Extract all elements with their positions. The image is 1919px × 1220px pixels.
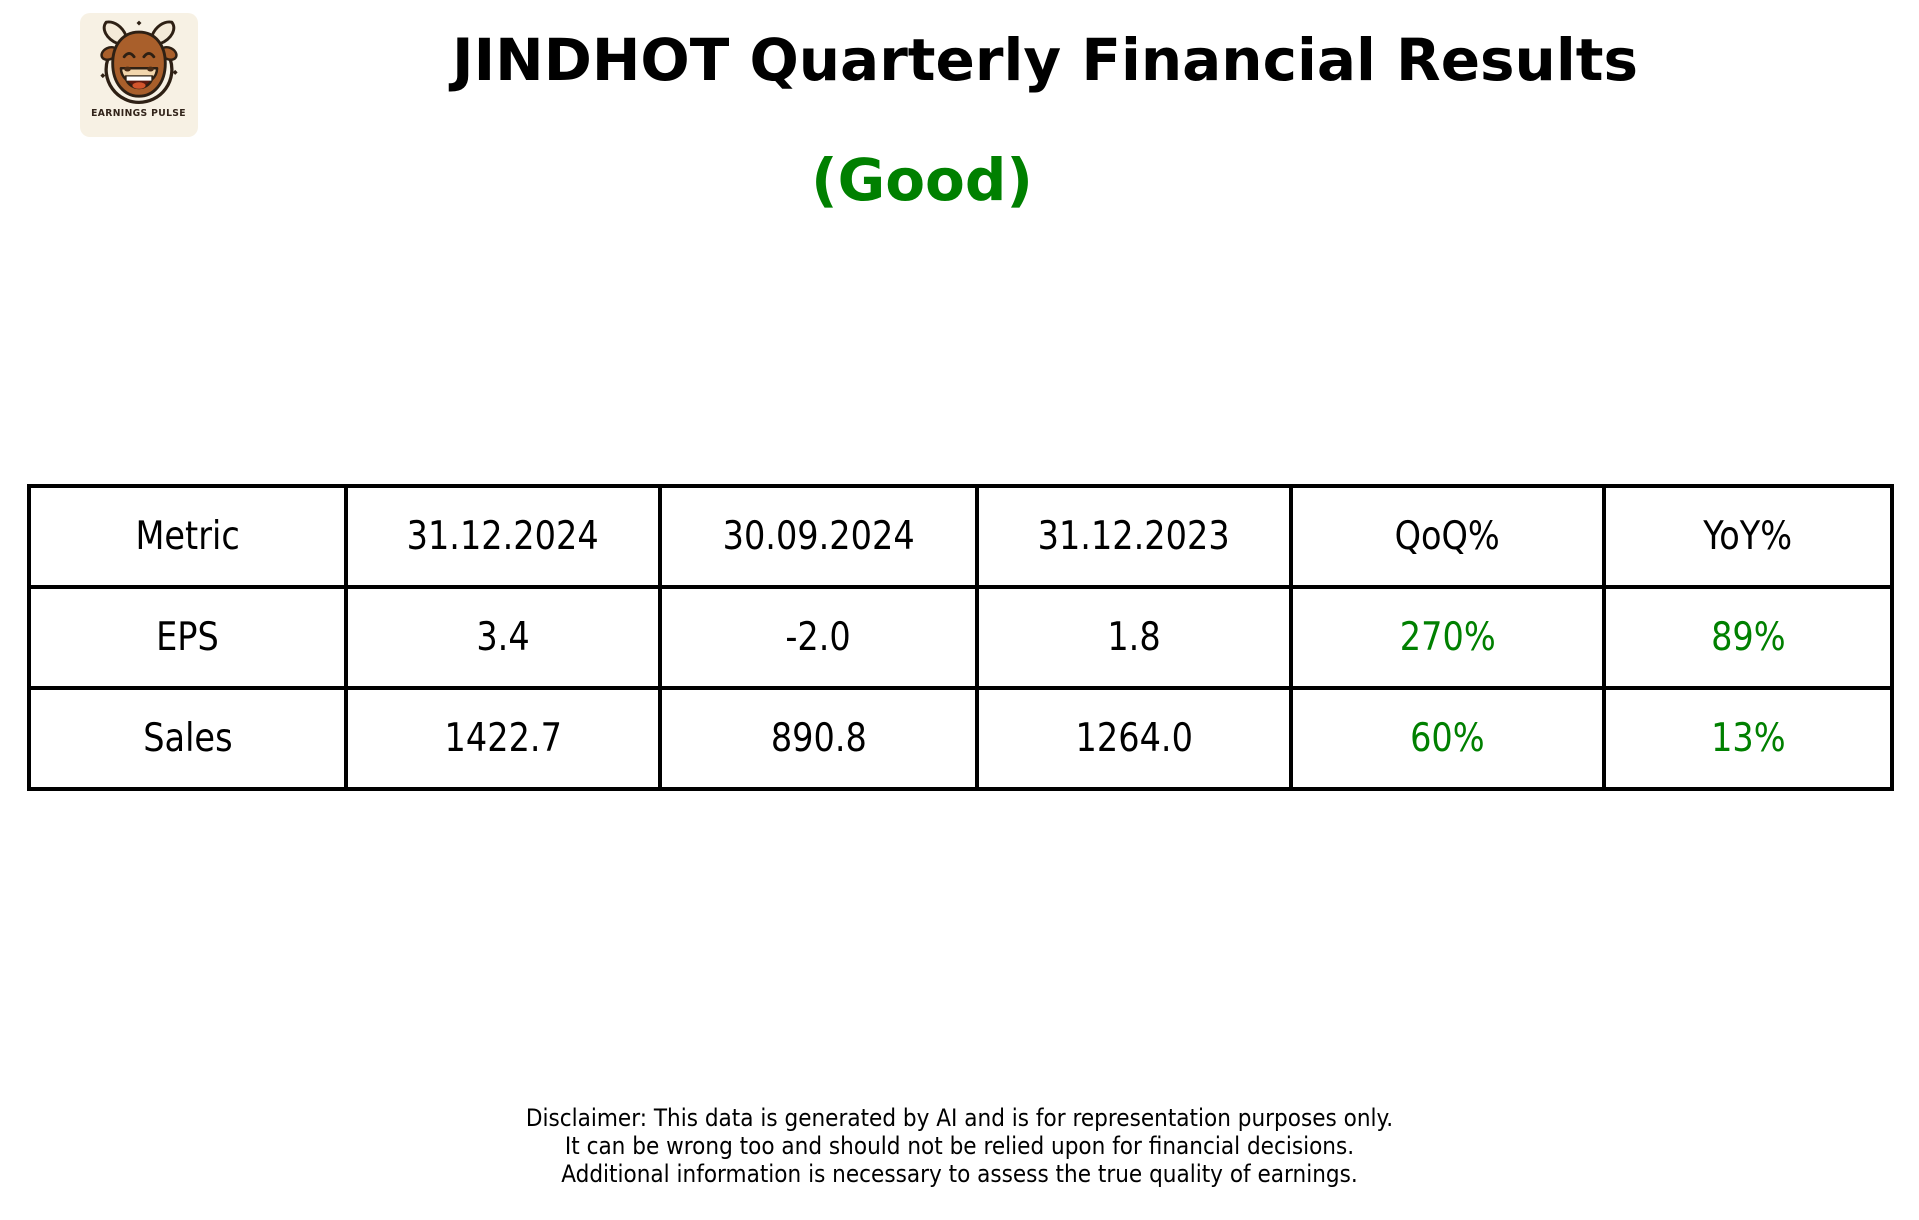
bull-logo-icon: [100, 20, 178, 105]
page-title: JINDHOT Quarterly Financial Results: [452, 26, 1638, 94]
table-row-eps: EPS 3.4 -2.0 1.8 270% 89%: [27, 585, 1894, 690]
header-row: Metric 31.12.2024 30.09.2024 31.12.2023 …: [27, 484, 1894, 589]
qoq-value: 270%: [1399, 615, 1496, 660]
column-header-label: 31.12.2023: [1037, 514, 1231, 559]
brand-logo: EARNINGS PULSE: [80, 13, 198, 137]
disclaimer-line: It can be wrong too and should not be re…: [564, 1132, 1355, 1160]
qoq-cell: 270%: [1289, 585, 1606, 690]
metric-cell: EPS: [27, 585, 348, 690]
disclaimer-line: Additional information is necessary to a…: [561, 1160, 1358, 1188]
value-label: 1422.7: [444, 716, 562, 761]
table-row-sales: Sales 1422.7 890.8 1264.0 60% 13%: [27, 686, 1894, 791]
value-label: 890.8: [770, 716, 867, 761]
column-header-label: 31.12.2024: [406, 514, 600, 559]
qoq-cell: 60%: [1289, 686, 1606, 791]
column-header-label: 30.09.2024: [722, 514, 915, 559]
column-header-label: Metric: [135, 514, 240, 559]
column-header-q-current: 31.12.2024: [344, 484, 662, 589]
value-cell: -2.0: [658, 585, 979, 690]
yoy-value: 89%: [1710, 615, 1786, 660]
metric-cell: Sales: [27, 686, 348, 791]
column-header-qoq: QoQ%: [1289, 484, 1606, 589]
value-cell: 890.8: [658, 686, 979, 791]
value-label: -2.0: [785, 615, 852, 660]
disclaimer-line: Disclaimer: This data is generated by AI…: [525, 1104, 1394, 1132]
yoy-value: 13%: [1710, 716, 1786, 761]
column-header-q-yearago: 31.12.2023: [975, 484, 1293, 589]
qoq-value: 60%: [1410, 716, 1485, 761]
value-cell: 1264.0: [975, 686, 1293, 791]
column-header-metric: Metric: [27, 484, 348, 589]
column-header-q-previous: 30.09.2024: [658, 484, 979, 589]
value-cell: 1.8: [975, 585, 1293, 690]
value-label: 3.4: [476, 615, 530, 660]
metric-label: EPS: [156, 615, 219, 660]
yoy-cell: 89%: [1602, 585, 1894, 690]
metric-label: Sales: [142, 716, 233, 761]
brand-name: EARNINGS PULSE: [91, 108, 187, 119]
verdict-label: (Good): [811, 146, 1033, 214]
column-header-label: QoQ%: [1394, 514, 1501, 559]
disclaimer: Disclaimer: This data is generated by AI…: [0, 1104, 1919, 1188]
column-header-yoy: YoY%: [1602, 484, 1894, 589]
results-table: Metric 31.12.2024 30.09.2024 31.12.2023 …: [27, 484, 1894, 791]
column-header-label: YoY%: [1703, 514, 1793, 559]
value-cell: 3.4: [344, 585, 662, 690]
yoy-cell: 13%: [1602, 686, 1894, 791]
value-label: 1264.0: [1075, 716, 1193, 761]
value-label: 1.8: [1107, 615, 1161, 660]
value-cell: 1422.7: [344, 686, 662, 791]
